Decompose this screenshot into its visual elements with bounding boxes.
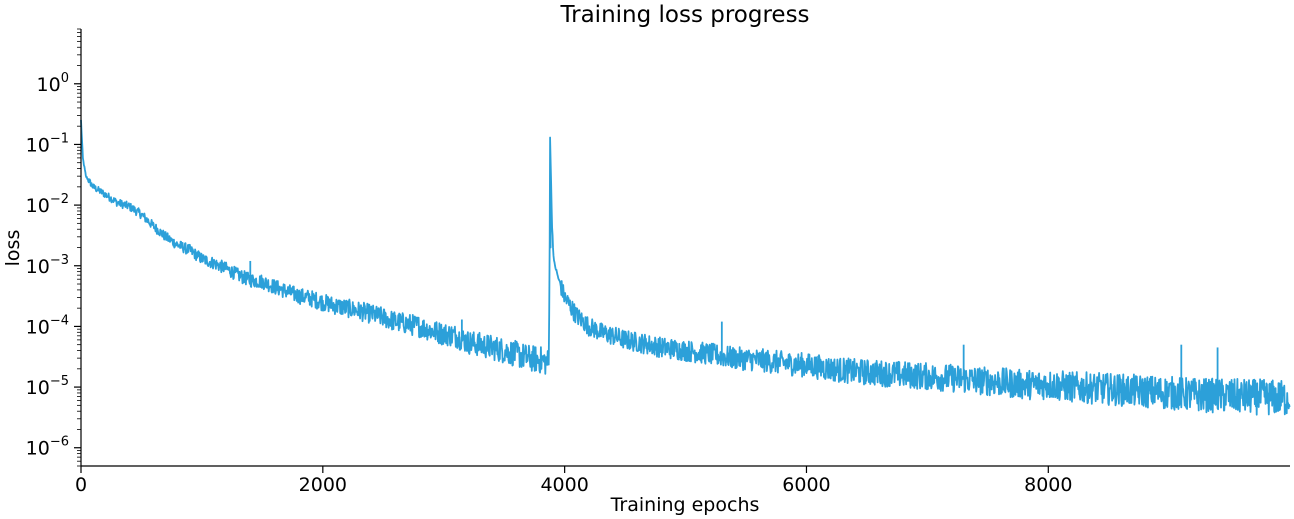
y-tick-label: 10−5 <box>26 374 69 399</box>
y-tick-label: 10−1 <box>26 131 69 156</box>
y-tick-label: 10−6 <box>26 435 69 460</box>
x-axis-ticks: 0 2000 4000 6000 8000 <box>75 466 1072 496</box>
y-axis-ticks: 100 10−1 10−2 10−3 10−4 10−5 10−6 <box>26 28 81 467</box>
y-tick-label: 100 <box>37 71 69 96</box>
y-tick-label: 10−4 <box>26 313 69 338</box>
x-tick-label: 2000 <box>299 474 347 496</box>
x-tick-label: 4000 <box>540 474 588 496</box>
series-layer <box>80 119 1291 416</box>
chart-title: Training loss progress <box>559 2 809 28</box>
x-tick-label: 0 <box>75 474 87 496</box>
x-tick-label: 6000 <box>782 474 830 496</box>
x-axis-label: Training epochs <box>610 494 760 516</box>
y-axis-label: loss <box>2 230 24 267</box>
x-tick-label: 8000 <box>1024 474 1072 496</box>
y-tick-label: 10−2 <box>26 192 69 217</box>
loss-series-line <box>80 119 1291 416</box>
y-tick-label: 10−3 <box>26 253 69 278</box>
